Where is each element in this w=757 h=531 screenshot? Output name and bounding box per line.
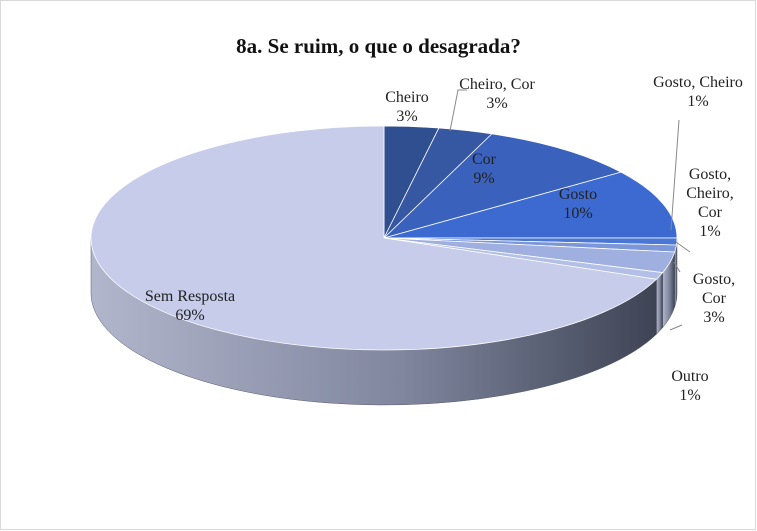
pie-slice	[90, 125, 658, 351]
category: Sem Resposta	[144, 288, 236, 305]
category: Gosto, Cheiro	[653, 74, 743, 91]
data-label: Gosto, Cheiro 1%	[638, 73, 757, 111]
category: Cheiro, Cor	[459, 76, 535, 93]
category: Cheiro	[385, 89, 429, 106]
data-label: Outro 1%	[660, 367, 720, 405]
data-label: Gosto, Cor 3%	[687, 270, 742, 327]
percent: 69%	[175, 307, 205, 324]
chart-title: 8a. Se ruim, o que o desagrada?	[236, 34, 521, 58]
percent: 9%	[473, 170, 495, 187]
data-label: Gosto 10%	[548, 185, 608, 223]
category: Gosto	[558, 186, 598, 203]
data-label: Cor 9%	[459, 150, 509, 188]
category: Gosto, Cor	[692, 271, 736, 307]
data-label: Sem Resposta 69%	[120, 287, 260, 325]
category: Cor	[472, 151, 496, 168]
percent: 1%	[687, 93, 709, 110]
data-label: Gosto, Cheiro, Cor 1%	[680, 165, 740, 241]
percent: 3%	[396, 108, 418, 125]
percent: 3%	[703, 309, 725, 326]
percent: 1%	[679, 387, 701, 404]
pie-side	[674, 244, 677, 308]
category: Gosto, Cheiro, Cor	[686, 166, 734, 221]
pie-slice	[383, 133, 623, 239]
percent: 1%	[699, 223, 721, 240]
category: Outro	[671, 368, 709, 385]
leaders	[449, 89, 691, 331]
data-label: Cheiro 3%	[372, 88, 442, 126]
pie	[90, 125, 678, 406]
data-label: Cheiro, Cor 3%	[442, 75, 552, 113]
percent: 10%	[563, 205, 593, 222]
pie-side	[656, 271, 663, 335]
percent: 3%	[486, 95, 508, 112]
pie-slice	[383, 171, 678, 239]
